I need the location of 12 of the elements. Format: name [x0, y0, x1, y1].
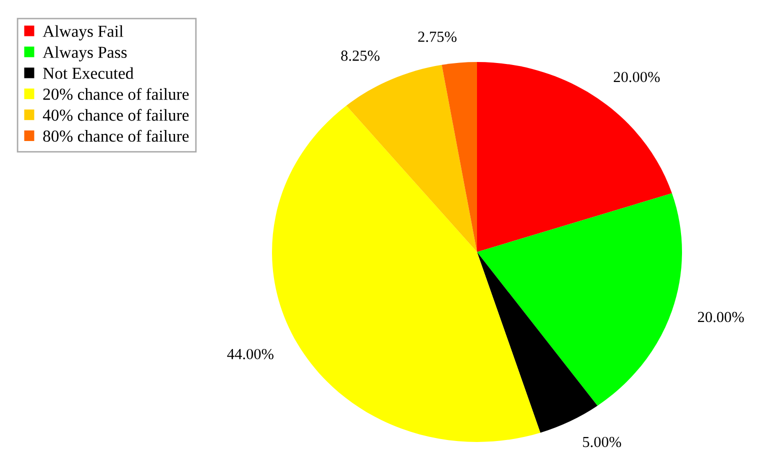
legend-label: Not Executed [43, 67, 134, 79]
data-label: 44.00% [227, 348, 274, 360]
data-label: 2.75% [418, 32, 456, 42]
data-label: 20.00% [614, 72, 660, 82]
data-label: 20.00% [698, 312, 744, 322]
legend-label: Always Fail [42, 25, 124, 40]
data-label: 8.25% [341, 50, 380, 61]
legend-label: 40% chance of failure [42, 108, 189, 121]
legend-label: 20% chance of failure [43, 88, 189, 100]
data-label: 5.00% [583, 436, 622, 448]
legend-label: 80% chance of failure [43, 130, 189, 142]
legend-label: Always Pass [42, 46, 127, 62]
